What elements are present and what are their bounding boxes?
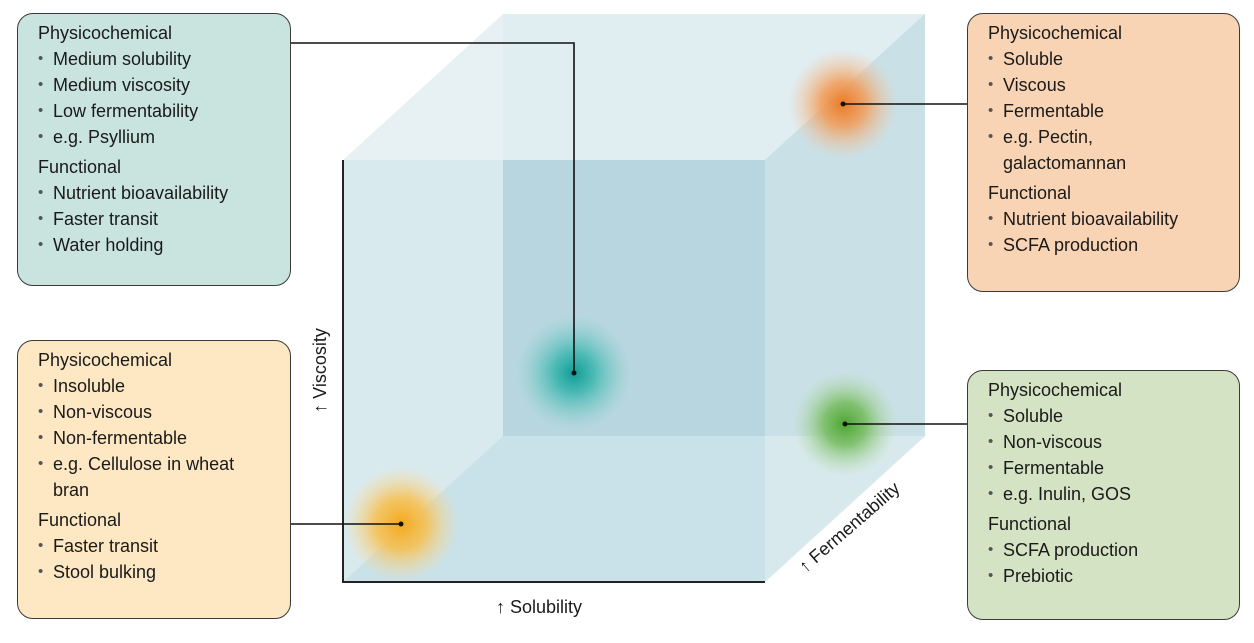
list-item: e.g. Inulin, GOS bbox=[988, 481, 1227, 507]
info-box-insoluble-fiber: Physicochemical Insoluble Non-viscous No… bbox=[17, 340, 291, 619]
list-item: Faster transit bbox=[38, 533, 278, 559]
list-item: Faster transit bbox=[38, 206, 278, 232]
physicochemical-list: Insoluble Non-viscous Non-fermentable e.… bbox=[38, 373, 278, 503]
list-item: Viscous bbox=[988, 72, 1227, 98]
functional-list: Nutrient bioavailability SCFA production bbox=[988, 206, 1227, 258]
list-item: Water holding bbox=[38, 232, 278, 258]
list-item: Low fermentability bbox=[38, 98, 278, 124]
functional-heading: Functional bbox=[38, 510, 122, 530]
list-item: e.g. Pectin, galactomannan bbox=[988, 124, 1163, 176]
list-item: Insoluble bbox=[38, 373, 278, 399]
functional-heading: Functional bbox=[988, 183, 1072, 203]
list-item: Medium viscosity bbox=[38, 72, 278, 98]
list-item: e.g. Psyllium bbox=[38, 124, 278, 150]
physicochemical-heading: Physicochemical bbox=[988, 380, 1123, 400]
info-box-medium-fiber: Physicochemical Medium solubility Medium… bbox=[17, 13, 291, 286]
list-item: Stool bulking bbox=[38, 559, 278, 585]
viscosity-axis-label: ↑ Viscosity bbox=[309, 328, 330, 413]
list-item: Non-viscous bbox=[988, 429, 1227, 455]
functional-list: Nutrient bioavailability Faster transit … bbox=[38, 180, 278, 258]
physicochemical-heading: Physicochemical bbox=[38, 23, 173, 43]
info-box-soluble-viscous-fiber: Physicochemical Soluble Viscous Fermenta… bbox=[967, 13, 1240, 292]
info-box-soluble-nonviscous-fiber: Physicochemical Soluble Non-viscous Ferm… bbox=[967, 370, 1240, 620]
dot-soluble-nonviscous bbox=[842, 421, 848, 427]
list-item: Fermentable bbox=[988, 98, 1227, 124]
dot-insoluble bbox=[398, 521, 404, 527]
list-item: Nutrient bioavailability bbox=[988, 206, 1227, 232]
functional-heading: Functional bbox=[988, 514, 1072, 534]
list-item: Non-fermentable bbox=[38, 425, 278, 451]
list-item: e.g. Cellulose in wheat bran bbox=[38, 451, 273, 503]
functional-list: Faster transit Stool bulking bbox=[38, 533, 278, 585]
list-item: Medium solubility bbox=[38, 46, 278, 72]
list-item: Fermentable bbox=[988, 455, 1227, 481]
physicochemical-list: Medium solubility Medium viscosity Low f… bbox=[38, 46, 278, 150]
list-item: SCFA production bbox=[988, 232, 1227, 258]
list-item: Nutrient bioavailability bbox=[38, 180, 278, 206]
list-item: Prebiotic bbox=[988, 563, 1227, 589]
connector-medium bbox=[290, 42, 575, 373]
list-item: SCFA production bbox=[988, 537, 1227, 563]
list-item: Soluble bbox=[988, 46, 1227, 72]
physicochemical-heading: Physicochemical bbox=[988, 23, 1123, 43]
list-item: Non-viscous bbox=[38, 399, 278, 425]
list-item: Soluble bbox=[988, 403, 1227, 429]
solubility-axis-label: ↑ Solubility bbox=[496, 597, 583, 617]
dot-medium bbox=[571, 370, 577, 376]
physicochemical-list: Soluble Non-viscous Fermentable e.g. Inu… bbox=[988, 403, 1227, 507]
cube-top-face bbox=[343, 14, 925, 160]
functional-list: SCFA production Prebiotic bbox=[988, 537, 1227, 589]
functional-heading: Functional bbox=[38, 157, 122, 177]
physicochemical-list: Soluble Viscous Fermentable e.g. Pectin,… bbox=[988, 46, 1227, 176]
physicochemical-heading: Physicochemical bbox=[38, 350, 173, 370]
dot-soluble-viscous bbox=[840, 101, 846, 107]
